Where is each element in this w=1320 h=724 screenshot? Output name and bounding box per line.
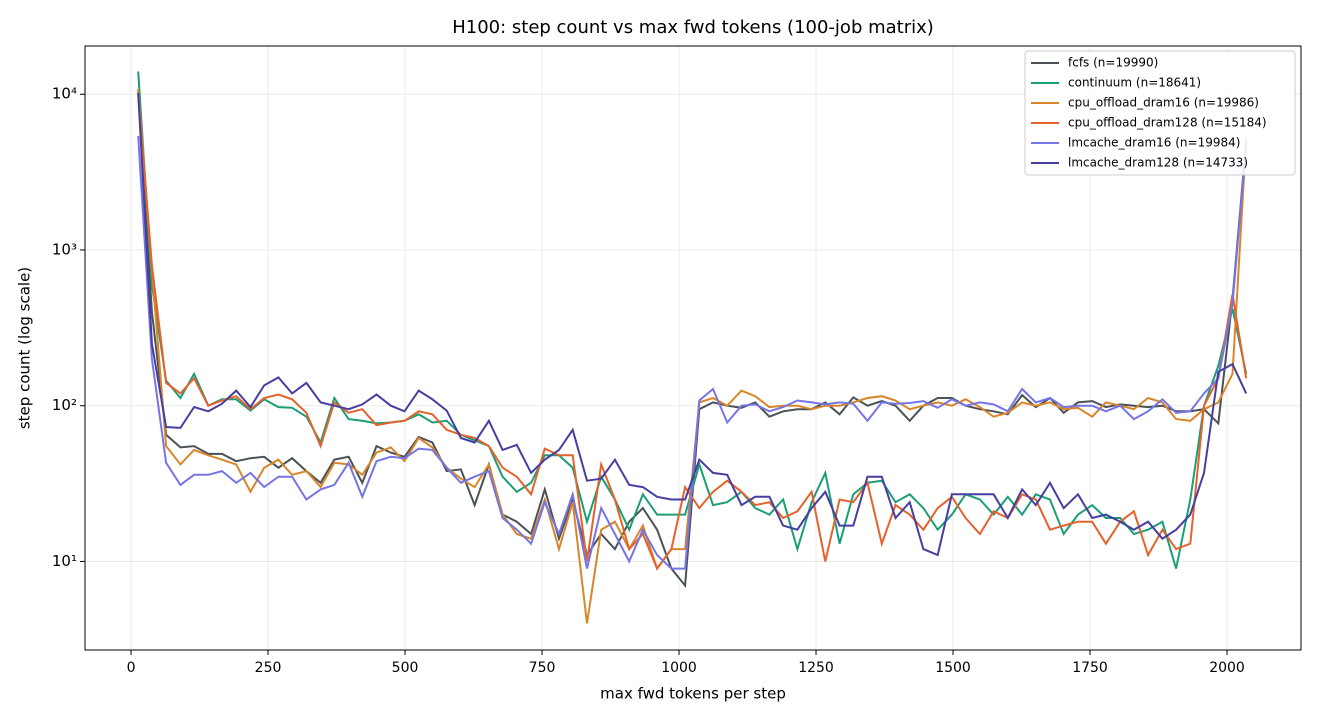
x-tick-label: 500 [392, 660, 419, 676]
series-line [137, 94, 1248, 571]
y-tick-label: 10¹ [52, 552, 77, 570]
x-tick-label: 1000 [661, 660, 697, 676]
y-axis-label: step count (log scale) [16, 267, 34, 429]
x-tick-label: 1500 [935, 660, 971, 676]
x-tick-label: 2000 [1209, 660, 1245, 676]
legend-label: cpu_offload_dram128 (n=15184) [1068, 116, 1267, 130]
legend-box [1024, 50, 1296, 176]
x-tick-label: 250 [255, 660, 282, 676]
series-line [137, 135, 1248, 570]
x-tick-label: 750 [529, 660, 556, 676]
y-tick-label: 10³ [52, 240, 77, 258]
legend-label: fcfs (n=19990) [1068, 56, 1158, 70]
x-tick-label: 0 [127, 660, 136, 676]
plot-frame [84, 45, 1302, 651]
legend-label: lmcache_dram16 (n=19984) [1068, 136, 1240, 150]
y-tick-label: 10⁴ [52, 85, 77, 103]
chart-title: H100: step count vs max fwd tokens (100-… [452, 17, 934, 38]
legend-label: cpu_offload_dram16 (n=19986) [1068, 96, 1259, 110]
legend-label: lmcache_dram128 (n=14733) [1068, 156, 1248, 170]
x-axis-label: max fwd tokens per step [600, 685, 786, 703]
x-tick-label: 1250 [798, 660, 834, 676]
series-line [137, 92, 1248, 557]
x-tick-label: 1750 [1072, 660, 1108, 676]
legend-label: continuum (n=18641) [1068, 76, 1201, 90]
y-tick-label: 10² [52, 396, 77, 414]
